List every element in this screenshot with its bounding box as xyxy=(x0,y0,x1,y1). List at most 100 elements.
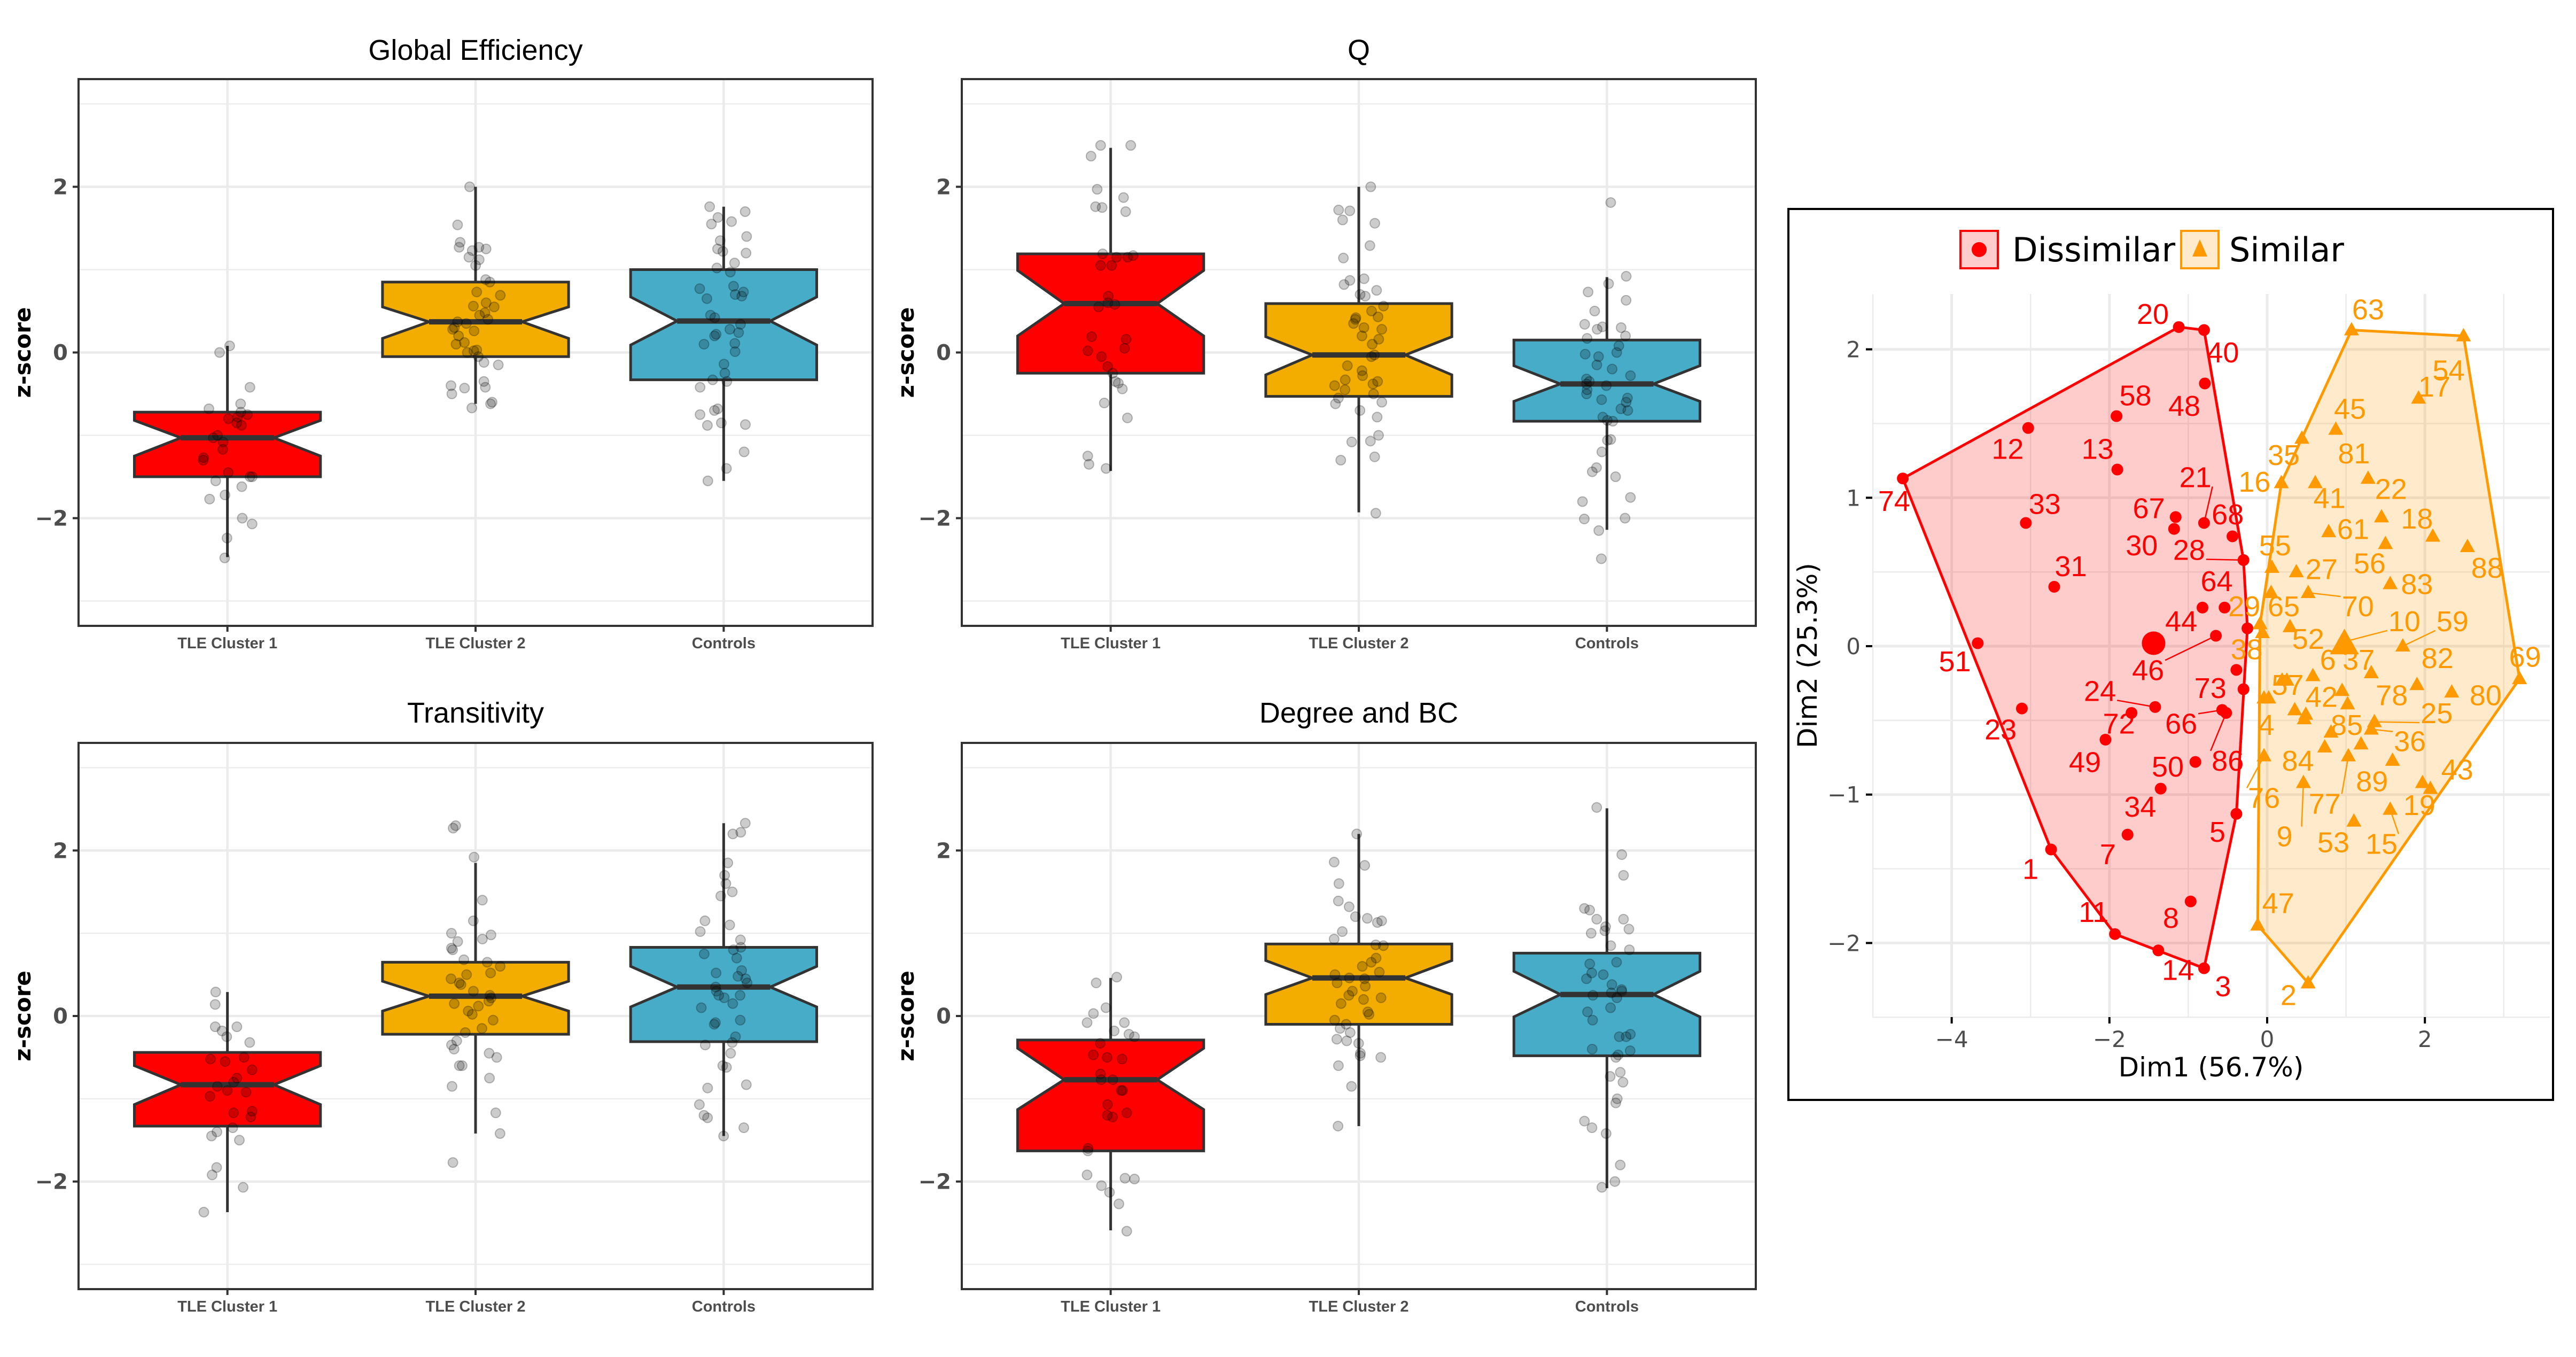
pca-point xyxy=(2111,463,2123,476)
data-point xyxy=(740,973,751,984)
jitter-points xyxy=(1577,197,1636,564)
box-2 xyxy=(1264,181,1453,519)
data-point xyxy=(1583,286,1594,298)
data-point xyxy=(466,402,478,414)
data-point xyxy=(1333,1060,1344,1071)
notched-box xyxy=(1512,951,1702,1057)
pca-point xyxy=(2261,690,2276,704)
data-point xyxy=(1376,397,1388,408)
notched-box xyxy=(1016,1038,1205,1152)
data-point xyxy=(1365,181,1376,192)
data-point xyxy=(738,286,749,298)
data-point xyxy=(1607,363,1618,375)
data-point xyxy=(1340,374,1351,385)
notched-box xyxy=(1016,252,1205,375)
triangle-marker-icon xyxy=(2192,239,2207,257)
pca-point xyxy=(2109,928,2121,940)
panel-title: Global Efficiency xyxy=(368,34,582,66)
group-centroid xyxy=(2142,631,2166,655)
data-point xyxy=(1374,966,1385,978)
pca-point xyxy=(2242,622,2254,634)
data-point xyxy=(1353,1038,1364,1049)
data-point xyxy=(491,1052,502,1063)
data-point xyxy=(730,1031,741,1042)
data-point xyxy=(719,992,730,1003)
data-point xyxy=(1372,412,1383,423)
point-label: 19 xyxy=(2403,789,2435,821)
data-point xyxy=(1121,1226,1132,1237)
data-point xyxy=(1591,913,1602,925)
data-point xyxy=(1096,202,1108,213)
data-point xyxy=(217,436,229,447)
pca-point xyxy=(2230,664,2243,676)
data-point xyxy=(212,430,223,441)
data-point xyxy=(450,339,462,350)
data-point xyxy=(1598,969,1609,980)
data-point xyxy=(216,1025,228,1036)
legend: Dissimilar Similar xyxy=(1959,230,2344,269)
jitter-points xyxy=(1579,802,1636,1193)
pca-point xyxy=(2154,782,2167,795)
x-category-label: TLE Cluster 1 xyxy=(1061,635,1161,652)
data-point xyxy=(711,986,722,997)
data-point xyxy=(1618,870,1629,881)
data-point xyxy=(483,996,494,1007)
pca-point xyxy=(2300,975,2316,989)
data-point xyxy=(705,309,716,321)
point-label: 65 xyxy=(2268,591,2300,623)
pca-point xyxy=(2256,748,2272,762)
data-point xyxy=(1356,330,1367,342)
data-point xyxy=(694,283,705,294)
box-1 xyxy=(133,340,322,563)
data-point xyxy=(1621,1031,1632,1042)
data-point xyxy=(468,345,479,356)
y-axis-label: z-score xyxy=(10,307,36,398)
data-point xyxy=(1364,240,1375,251)
x-category-label: TLE Cluster 2 xyxy=(1309,635,1409,652)
data-point xyxy=(1586,967,1597,979)
data-point xyxy=(1369,218,1380,229)
data-point xyxy=(462,347,473,358)
point-label: 74 xyxy=(1878,485,1910,517)
data-point xyxy=(235,407,246,418)
data-point xyxy=(717,1060,728,1071)
data-point xyxy=(1600,921,1611,932)
box-3 xyxy=(1512,197,1702,564)
data-point xyxy=(696,1002,707,1013)
pca-point xyxy=(2295,774,2311,788)
data-point xyxy=(733,971,744,982)
data-point xyxy=(1344,205,1356,216)
pca-point xyxy=(2169,511,2182,523)
data-point xyxy=(1107,368,1118,379)
data-point xyxy=(1085,151,1096,162)
x-category-label: Controls xyxy=(692,635,756,652)
label-leader-line xyxy=(2116,700,2155,708)
pca-point xyxy=(2308,475,2323,488)
legend-item-dissimilar[interactable]: Dissimilar xyxy=(1959,230,2176,269)
data-point xyxy=(1095,1038,1106,1049)
data-point xyxy=(1119,1017,1130,1028)
data-point xyxy=(709,312,720,323)
pca-point xyxy=(2321,524,2337,538)
data-point xyxy=(1361,913,1373,924)
data-point xyxy=(1602,435,1613,446)
data-point xyxy=(246,518,258,530)
data-point xyxy=(478,357,489,368)
data-point xyxy=(735,942,746,953)
legend-item-similar[interactable]: Similar xyxy=(2180,230,2344,269)
point-label: 46 xyxy=(2132,654,2164,686)
data-point xyxy=(448,1043,460,1054)
data-point xyxy=(1116,1085,1127,1096)
data-point xyxy=(1378,300,1389,312)
data-point xyxy=(1127,250,1139,261)
data-point xyxy=(1093,301,1104,313)
box-2 xyxy=(1264,828,1453,1131)
point-label: 50 xyxy=(2152,751,2184,783)
jitter-points xyxy=(1329,181,1389,519)
jitter-points xyxy=(198,340,258,563)
data-point xyxy=(1083,1143,1094,1154)
data-point xyxy=(459,383,470,394)
point-label: 84 xyxy=(2282,745,2314,777)
data-point xyxy=(473,1001,484,1012)
data-point xyxy=(232,412,243,423)
